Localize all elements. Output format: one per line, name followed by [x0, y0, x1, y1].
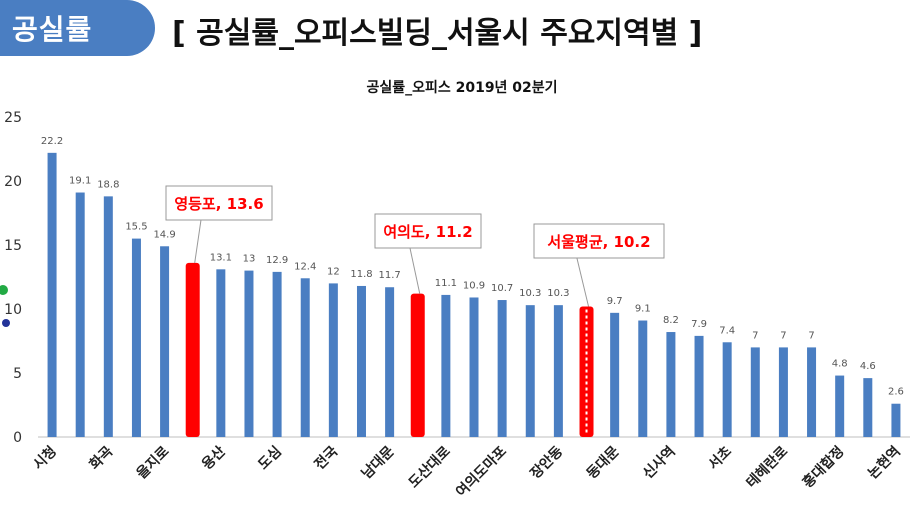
bar	[891, 403, 901, 437]
data-label: 12.4	[294, 261, 316, 272]
bar	[244, 270, 254, 437]
bar	[300, 278, 310, 437]
x-tick-label: 테헤란로	[743, 443, 792, 492]
bar	[666, 332, 676, 437]
bar	[441, 294, 451, 437]
y-tick-label: 5	[13, 366, 22, 382]
data-label: 11.7	[378, 270, 400, 281]
section-tab: 공실률	[0, 0, 155, 56]
bar	[807, 347, 817, 437]
x-tick-label: 용산	[198, 443, 228, 473]
bar	[469, 297, 479, 437]
bar	[160, 246, 170, 437]
bar	[638, 320, 648, 437]
bar	[356, 285, 366, 437]
x-tick-label: 도심	[255, 444, 285, 474]
bar	[47, 152, 57, 437]
bar	[694, 335, 704, 437]
x-tick-label: 논현역	[864, 443, 903, 482]
data-label: 14.9	[153, 229, 175, 240]
highlight-bar	[410, 293, 425, 437]
data-label: 10.9	[463, 280, 485, 291]
data-label: 7.4	[719, 325, 735, 336]
data-label: 7.9	[691, 319, 707, 330]
bar	[835, 375, 845, 437]
data-label: 7	[752, 330, 758, 341]
callout-label: 서울평균, 10.2	[547, 233, 650, 251]
x-tick-label: 도산대로	[405, 443, 454, 492]
bar	[722, 342, 732, 437]
bar	[385, 287, 395, 437]
section-tab-label: 공실률	[12, 13, 93, 46]
callout-leader	[409, 247, 421, 294]
callout-box	[165, 185, 273, 221]
bar	[553, 305, 563, 437]
bar	[778, 347, 788, 437]
x-tick-label: 남대문	[358, 443, 397, 482]
data-label: 15.5	[125, 222, 147, 233]
bars	[47, 152, 901, 437]
x-tick-label: 동대문	[584, 443, 623, 482]
y-tick-label: 20	[4, 174, 22, 190]
data-label: 22.2	[41, 136, 63, 147]
x-axis-tick-labels: 시청 화곡 을지로 용산 도심 전국 남대문 도산대로 여의도마포 장안동 동대문 신사역 서초 테헤란로…	[30, 443, 903, 501]
data-labels: 22.2 19.1 18.8 15.5 14.9 13.1 13 12.9 12.4 12 11.8…	[41, 136, 904, 398]
bar	[525, 305, 535, 437]
y-tick-label: 15	[4, 238, 22, 254]
bar	[497, 300, 507, 437]
x-tick-label: 장안동	[527, 443, 566, 482]
bar	[610, 312, 620, 437]
data-label: 7	[780, 330, 786, 341]
x-tick-label: 전국	[311, 443, 341, 473]
callout-leader	[576, 257, 590, 307]
page-title: [ 공실률_오피스빌딩_서울시 주요지역별 ]	[172, 16, 703, 51]
x-tick-label: 여의도마포	[452, 443, 510, 501]
y-tick-label: 25	[4, 110, 22, 126]
data-label: 13.1	[210, 252, 232, 263]
data-label: 2.6	[888, 387, 904, 398]
callout-label: 여의도, 11.2	[383, 223, 472, 241]
data-label: 10.3	[547, 288, 569, 299]
data-label: 4.6	[860, 361, 876, 372]
bar	[131, 238, 141, 437]
x-tick-label: 시청	[30, 444, 60, 474]
x-tick-label: 화곡	[87, 443, 117, 473]
chart-title: 공실률_오피스 2019년 02분기	[366, 79, 557, 96]
data-label: 12.9	[266, 255, 288, 266]
data-label: 7	[808, 330, 814, 341]
callout-box	[533, 223, 665, 259]
callout-leader	[194, 219, 202, 263]
data-label: 8.2	[663, 315, 679, 326]
highlight-callouts: 영등포, 13.6 여의도, 11.2 서울평균, 10.2	[165, 185, 665, 307]
bar	[750, 347, 760, 437]
data-label: 12	[327, 266, 340, 277]
x-tick-label: 신사역	[639, 443, 678, 482]
data-label: 10.3	[519, 288, 541, 299]
data-label: 19.1	[69, 176, 91, 187]
y-tick-label: 0	[13, 430, 22, 446]
x-tick-label: 홍대합정	[799, 443, 847, 491]
bar	[328, 283, 338, 437]
highlight-bar	[185, 262, 200, 437]
y-tick-label: 10	[4, 302, 22, 318]
x-tick-label: 을지로	[134, 443, 173, 482]
x-tick-label: 서초	[705, 443, 735, 473]
data-label: 9.7	[607, 296, 623, 307]
bar	[863, 378, 873, 437]
bar	[272, 271, 282, 437]
decorative-dots	[0, 285, 10, 327]
data-label: 10.7	[491, 283, 513, 294]
bar	[75, 192, 85, 437]
data-label: 9.1	[635, 304, 651, 315]
data-label: 4.8	[832, 359, 848, 370]
callout-box	[374, 213, 482, 249]
data-label: 11.1	[435, 278, 457, 289]
bar	[103, 196, 113, 437]
callout-label: 영등포, 13.6	[174, 195, 263, 213]
data-label: 18.8	[97, 179, 119, 190]
bar	[216, 269, 226, 437]
data-label: 13	[243, 254, 256, 265]
data-label: 11.8	[350, 269, 372, 280]
